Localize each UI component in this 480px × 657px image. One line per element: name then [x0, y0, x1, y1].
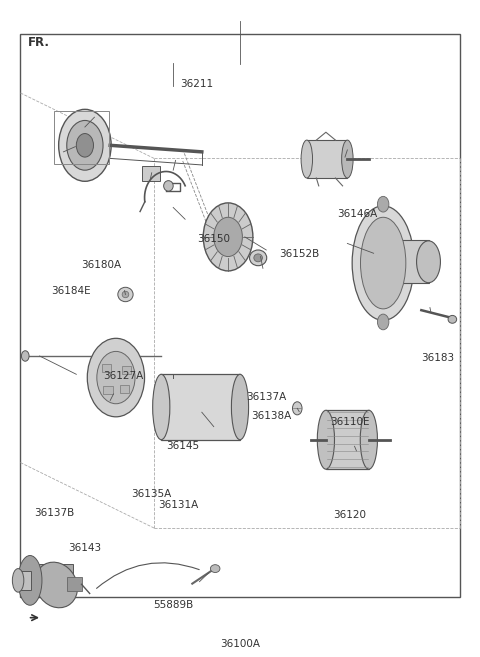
Text: 36152B: 36152B — [279, 249, 320, 259]
Ellipse shape — [377, 314, 389, 330]
Ellipse shape — [377, 196, 389, 212]
Ellipse shape — [18, 556, 42, 605]
Ellipse shape — [352, 206, 414, 321]
Text: 36137A: 36137A — [246, 392, 287, 402]
Text: 36146A: 36146A — [337, 210, 377, 219]
Ellipse shape — [210, 564, 220, 572]
Text: 55889B: 55889B — [153, 600, 193, 610]
Ellipse shape — [35, 562, 77, 608]
Ellipse shape — [250, 250, 267, 265]
Bar — [103, 386, 113, 394]
Text: 36211: 36211 — [180, 79, 214, 89]
Ellipse shape — [360, 217, 406, 309]
Ellipse shape — [22, 351, 29, 361]
Bar — [67, 577, 82, 591]
Ellipse shape — [317, 410, 335, 469]
Bar — [400, 240, 429, 283]
Ellipse shape — [76, 133, 94, 157]
Bar — [307, 140, 348, 178]
Ellipse shape — [417, 241, 441, 283]
Text: 36180A: 36180A — [82, 260, 121, 270]
Ellipse shape — [360, 410, 377, 469]
Ellipse shape — [301, 140, 312, 178]
Text: 36150: 36150 — [197, 234, 230, 244]
Text: 36135A: 36135A — [132, 489, 172, 499]
Ellipse shape — [448, 315, 456, 323]
Ellipse shape — [153, 374, 170, 440]
Bar — [54, 111, 109, 164]
Text: 36131A: 36131A — [158, 500, 198, 510]
Ellipse shape — [118, 287, 133, 302]
Text: 36110E: 36110E — [330, 417, 370, 428]
Bar — [121, 366, 131, 374]
Text: 36127A: 36127A — [103, 371, 143, 381]
Text: 36100A: 36100A — [220, 639, 260, 649]
Ellipse shape — [12, 568, 24, 592]
Bar — [21, 34, 459, 597]
Ellipse shape — [203, 203, 253, 271]
Text: FR.: FR. — [28, 36, 49, 49]
Bar — [161, 374, 240, 440]
Ellipse shape — [231, 374, 249, 440]
Ellipse shape — [59, 109, 111, 181]
Bar — [102, 364, 111, 372]
Text: 36137B: 36137B — [34, 509, 74, 518]
Text: 36183: 36183 — [421, 353, 455, 363]
Bar — [326, 410, 369, 469]
Ellipse shape — [67, 120, 103, 170]
Bar — [142, 166, 160, 181]
Ellipse shape — [214, 217, 242, 256]
Bar — [30, 564, 73, 597]
Ellipse shape — [87, 338, 144, 417]
Ellipse shape — [342, 140, 353, 178]
Bar — [18, 570, 32, 590]
Ellipse shape — [254, 254, 263, 261]
Ellipse shape — [164, 181, 173, 191]
Text: 36145: 36145 — [166, 441, 199, 451]
Ellipse shape — [97, 351, 135, 404]
Ellipse shape — [122, 291, 129, 298]
Text: 36143: 36143 — [68, 543, 101, 553]
Text: 36120: 36120 — [333, 510, 366, 520]
Text: 36138A: 36138A — [251, 411, 291, 421]
Text: 36184E: 36184E — [51, 286, 90, 296]
Bar — [120, 385, 129, 393]
Ellipse shape — [292, 402, 302, 415]
